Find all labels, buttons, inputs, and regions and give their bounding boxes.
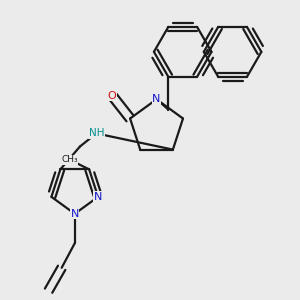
Text: N: N [152, 94, 161, 104]
Text: NH: NH [88, 128, 104, 138]
Text: O: O [108, 91, 116, 100]
Text: N: N [70, 209, 79, 219]
Text: N: N [94, 192, 102, 202]
Text: CH₃: CH₃ [61, 155, 78, 164]
